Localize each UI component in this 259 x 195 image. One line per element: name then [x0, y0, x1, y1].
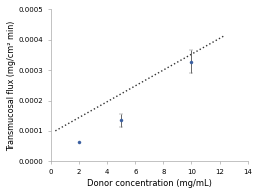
X-axis label: Donor concentration (mg/mL): Donor concentration (mg/mL) [87, 179, 212, 188]
Y-axis label: Transmucosal flux (mg/cm² min): Transmucosal flux (mg/cm² min) [7, 20, 16, 151]
